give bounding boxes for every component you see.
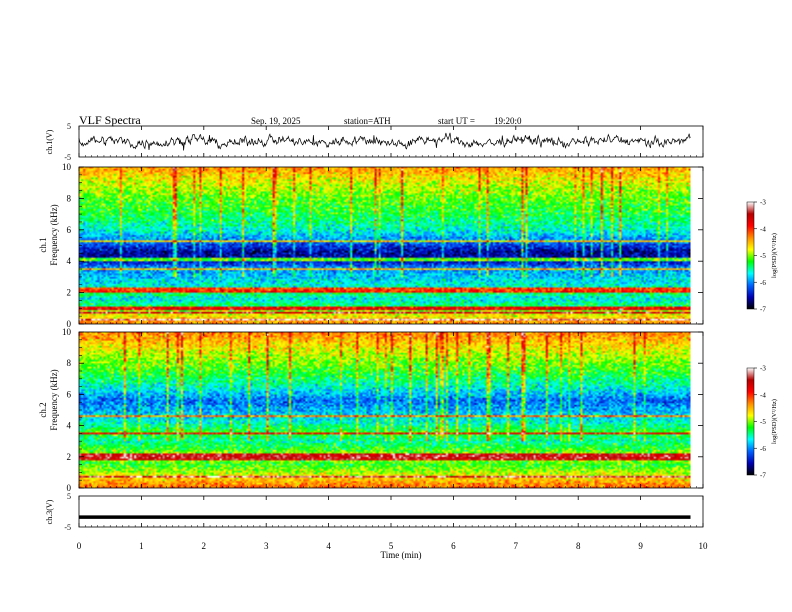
ch1-colorbar: -3 -4 -5 -6 -7 log(PSD)(V²/Hz): [746, 199, 778, 314]
ch2-spectrogram-ytick-label: 4: [67, 421, 72, 431]
ch2-spectrogram-ytick-label: 8: [67, 358, 72, 368]
ch2-spectrogram-colorbar-label: log(PSD)(V²/Hz): [771, 399, 778, 444]
ch1-spectrogram-colorbar-tick-label: -6: [760, 279, 766, 287]
ch1-frequency-ylabel: Frequency (kHz): [49, 204, 59, 265]
ch3-ytick-top: 5: [67, 492, 71, 501]
time-tick-label: 0: [77, 541, 82, 551]
ch1-spectrogram-ytick-label: 6: [67, 225, 72, 235]
ch2-spectrogram-ytick-label: 2: [67, 452, 72, 462]
ch2-spectrogram-colorbar-tick-label: -3: [760, 365, 766, 373]
ch1-spectrogram-yticks: 0 2 4 6 8 10: [62, 162, 703, 329]
time-axis-label: Time (min): [381, 550, 422, 560]
ch2-spectrogram-ytick-label: 6: [67, 389, 72, 399]
ch3-waveform-panel: 5 -5 ch.3(V): [45, 492, 704, 532]
ch1-waveform-trace: [78, 132, 691, 151]
ch2-channel-label: ch.2: [38, 402, 48, 417]
time-tick-label: 4: [326, 541, 331, 551]
ch2-spectrogram-yticks: 0 2 4 6 8 10: [62, 327, 703, 493]
figure-title: VLF Spectra: [79, 113, 141, 127]
ch2-colorbar: -3 -4 -5 -6 -7 log(PSD)(V²/Hz): [746, 365, 778, 480]
time-tick-label: 3: [264, 541, 269, 551]
ch1-waveform-frame: [78, 125, 704, 158]
ch1-spectrogram-ytick-label: 2: [67, 288, 72, 298]
ch2-spectrogram-colorbar-tick-label: -4: [760, 391, 766, 399]
ch1-waveform-ylabel: ch.1(V): [45, 129, 54, 154]
ch1-spectrogram-heatmap-cells: [79, 167, 691, 324]
ch1-spectrogram-ytick-label: 4: [67, 256, 72, 266]
ch2-spectrogram-panel: 0 2 4 6 8 10 ch.2 Frequency (kHz): [38, 327, 704, 493]
ch3-waveform-ylabel: ch.3(V): [45, 499, 54, 524]
ch2-spectrogram-ytick-label: 10: [62, 327, 72, 337]
ch2-spectrogram-image: [79, 332, 691, 488]
time-tick-label: 5: [389, 541, 394, 551]
ch1-spectrogram-ytick-label: 8: [67, 193, 72, 203]
ch1-spectrogram-colorbar-label: log(PSD)(V²/Hz): [771, 233, 778, 278]
time-tick-label: 9: [638, 541, 643, 551]
ch2-spectrogram-colorbar-tick-label: -7: [760, 472, 766, 480]
date-label: Sep. 19, 2025: [251, 116, 301, 126]
time-tick-label: 8: [576, 541, 581, 551]
start-label: start UT =: [438, 116, 475, 126]
time-axis: 0 1 2 3 4 5 6 7 8 9 10: [77, 126, 708, 551]
ch1-spectrogram-ytick-label: 0: [67, 319, 72, 329]
ch2-spectrogram-colorbar-tick-label: -6: [760, 445, 766, 453]
ch2-spectrogram-ytick-label: 0: [67, 483, 72, 493]
ch3-waveform-frame: [78, 495, 704, 528]
ch1-spectrogram-colorbar-tick-label: -4: [760, 225, 766, 233]
station-label: station=ATH: [344, 116, 391, 126]
ch2-spectrogram-colorbar-tick-label: -5: [760, 418, 766, 426]
time-tick-label: 7: [514, 541, 519, 551]
ch2-spectrogram-colorbar-ramp: [746, 367, 755, 476]
ch1-spectrogram-colorbar-ramp: [746, 201, 755, 310]
ch1-ytick-bottom: -5: [64, 153, 71, 162]
ch1-spectrogram-panel: 0 2 4 6 8 10 ch.1 Frequency (kHz): [38, 162, 704, 329]
time-tick-label: 10: [699, 541, 709, 551]
ch2-spectrogram-heatmap-cells: [79, 332, 691, 488]
ch1-spectrogram-colorbar-tick-label: -5: [760, 252, 766, 260]
ch1-spectrogram-colorbar-tick-label: -7: [760, 306, 766, 314]
ch1-ytick-top: 5: [67, 122, 71, 131]
ch2-frequency-ylabel: Frequency (kHz): [49, 369, 59, 430]
time-tick-label: 1: [139, 541, 144, 551]
ch1-spectrogram-ytick-label: 10: [62, 162, 72, 172]
ch1-waveform-panel: 5 -5 ch.1(V): [45, 122, 704, 162]
ch1-spectrogram-colorbar-tick-label: -3: [760, 199, 766, 207]
ch1-channel-label: ch.1: [38, 237, 48, 252]
time-tick-label: 2: [202, 541, 207, 551]
time-tick-label: 6: [451, 541, 456, 551]
ch3-ytick-bottom: -5: [64, 523, 71, 532]
start-time: 19:20:0: [494, 116, 522, 126]
ch1-spectrogram-image: [79, 167, 691, 324]
